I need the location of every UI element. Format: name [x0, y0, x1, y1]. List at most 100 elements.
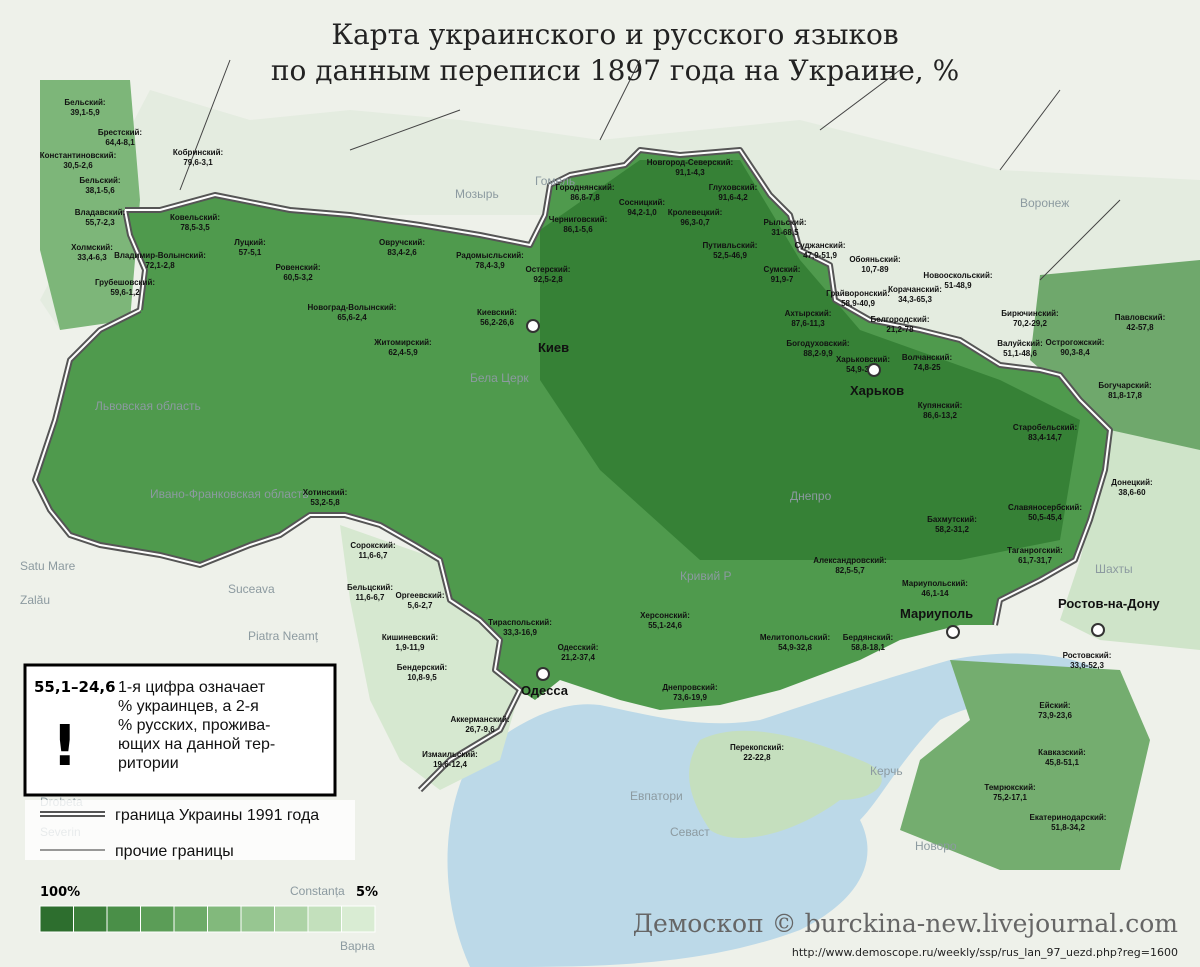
uezd-name: Брестский: — [98, 128, 142, 137]
uezd-value: 58,8-18,1 — [851, 643, 885, 652]
bessarabia-region — [340, 525, 520, 790]
uezd-name: Бахмутский: — [927, 515, 977, 524]
color-swatch — [307, 905, 342, 933]
uezd-value: 22-22,8 — [743, 753, 771, 762]
uezd-value: 33,6-52,3 — [1070, 661, 1104, 670]
uezd-name: Бельцский: — [347, 583, 393, 592]
basemap-label: Мозырь — [455, 187, 499, 201]
uezd-value: 10,8-9,5 — [407, 673, 437, 682]
uezd-value: 90,3-8,4 — [1060, 348, 1090, 357]
uezd-value: 42-57,8 — [1126, 323, 1154, 332]
city-dot — [867, 363, 881, 377]
uezd-name: Новоград-Волынский: — [308, 303, 397, 312]
uezd-name: Ростовский: — [1063, 651, 1112, 660]
uezd-name: Новооскольский: — [923, 271, 992, 280]
uezd-value: 58,9-40,9 — [841, 299, 875, 308]
basemap-label: Piatra Neamț — [248, 629, 319, 643]
uezd-value: 61,7-31,7 — [1018, 556, 1052, 565]
uezd-value: 34,3-65,3 — [898, 295, 932, 304]
legend-text-line: ритории — [118, 755, 179, 772]
uezd-value: 78,4-3,9 — [475, 261, 505, 270]
color-swatch — [207, 905, 242, 933]
scale-max: 100% — [40, 885, 80, 900]
uezd-value: 86,6-13,2 — [923, 411, 957, 420]
uezd-value: 65,6-2,4 — [337, 313, 367, 322]
uezd-value: 57-5,1 — [239, 248, 262, 257]
uezd-value: 50,5-45,4 — [1028, 513, 1062, 522]
uezd-name: Острогожский: — [1046, 338, 1105, 347]
uezd-value: 54,9-32,8 — [778, 643, 812, 652]
basemap-label: Евпатори — [630, 789, 683, 803]
uezd-value: 45,8-51,1 — [1045, 758, 1079, 767]
uezd-name: Оргеевский: — [395, 591, 444, 600]
uezd-name: Суджанский: — [794, 241, 845, 250]
uezd-name: Остерский: — [526, 265, 571, 274]
uezd-value: 1,9-11,9 — [396, 643, 425, 652]
uezd-name: Сумский: — [764, 265, 801, 274]
crimea-region — [689, 730, 882, 839]
city-label: Харьков — [850, 383, 904, 398]
basemap-label: Севаст — [670, 825, 710, 839]
uezd-value: 11,6-6,7 — [359, 551, 388, 560]
uezd-name: Луцкий: — [234, 238, 265, 247]
uezd-value: 53,2-5,8 — [310, 498, 340, 507]
uezd-value: 55,7-2,3 — [85, 218, 115, 227]
color-swatch — [140, 905, 175, 933]
uezd-name: Владавский: — [75, 208, 126, 217]
uezd-name: Купянский: — [918, 401, 963, 410]
city-label: Киев — [538, 340, 569, 355]
city-label: Одесса — [521, 683, 569, 698]
uezd-value: 86,8-7,8 — [570, 193, 600, 202]
cities: Киев Харьков Одесса Мариуполь Ростов-на-Дону — [521, 319, 1160, 698]
uezd-value: 92,5-2,8 — [533, 275, 563, 284]
city-dot — [526, 319, 540, 333]
basemap-label: Львовская область — [95, 399, 201, 413]
uezd-name: Кролевецкий: — [668, 208, 723, 217]
uezd-name: Ровенский: — [275, 263, 320, 272]
uezd-name: Бирючинский: — [1001, 309, 1058, 318]
uezd-name: Славяносербский: — [1008, 503, 1082, 512]
uezd-value: 81,8-17,8 — [1108, 391, 1142, 400]
uezd-value: 47,9-51,9 — [803, 251, 837, 260]
uezd-name: Обояньский: — [849, 255, 900, 264]
uezd-name: Грайворонский: — [826, 289, 890, 298]
uezd-name: Александровский: — [813, 556, 886, 565]
uezd-name: Рыльский: — [763, 218, 806, 227]
north-region — [40, 90, 1200, 470]
uezd-value: 96,3-0,7 — [680, 218, 710, 227]
uezd-name: Днепровский: — [662, 683, 717, 692]
uezd-value: 21,2-78 — [886, 325, 914, 334]
uezd-value: 86,1-5,6 — [563, 225, 593, 234]
uezd-value: 38,6-60 — [1118, 488, 1146, 497]
uezd-value: 52,5-46,9 — [713, 251, 747, 260]
uezd-value: 83,4-14,7 — [1028, 433, 1062, 442]
uezd-name: Таганрогский: — [1007, 546, 1063, 555]
color-swatch — [341, 905, 376, 933]
uezd-value: 33,4-6,3 — [77, 253, 107, 262]
basemap-label: Гомель — [535, 174, 575, 188]
dark-region — [540, 160, 1080, 560]
basemap-label: Ивано-Франковская область — [150, 487, 309, 501]
city-dot — [536, 667, 550, 681]
uezd-value: 51,8-34,2 — [1051, 823, 1085, 832]
uezd-name: Радомысльский: — [456, 251, 524, 260]
title-line: Карта украинского и русского языков — [331, 18, 898, 51]
uezd-value: 62,4-5,9 — [388, 348, 418, 357]
uezd-name: Богодуховский: — [786, 339, 849, 348]
uezd-name: Мелитопольский: — [760, 633, 830, 642]
color-swatch — [173, 905, 208, 933]
uezd-name: Ахтырский: — [785, 309, 832, 318]
legend: 55,1–24,6 ! 1-я цифра означает % украинце… — [23, 663, 378, 933]
uezd-value: 78,5-3,5 — [180, 223, 210, 232]
uezd-value: 91,1-4,3 — [675, 168, 705, 177]
uezd-name: Сорокский: — [350, 541, 395, 550]
west-region — [40, 80, 140, 330]
uezd-name: Волчанский: — [902, 353, 952, 362]
east-region — [1030, 260, 1200, 470]
city-label: Ростов-на-Дону — [1058, 596, 1160, 611]
uezd-name: Городнянский: — [555, 183, 614, 192]
uezd-value: 54,9-39,5 — [846, 365, 880, 374]
basemap-label: Бела Церк — [470, 371, 529, 385]
uezd-value: 21,2-37,4 — [561, 653, 595, 662]
